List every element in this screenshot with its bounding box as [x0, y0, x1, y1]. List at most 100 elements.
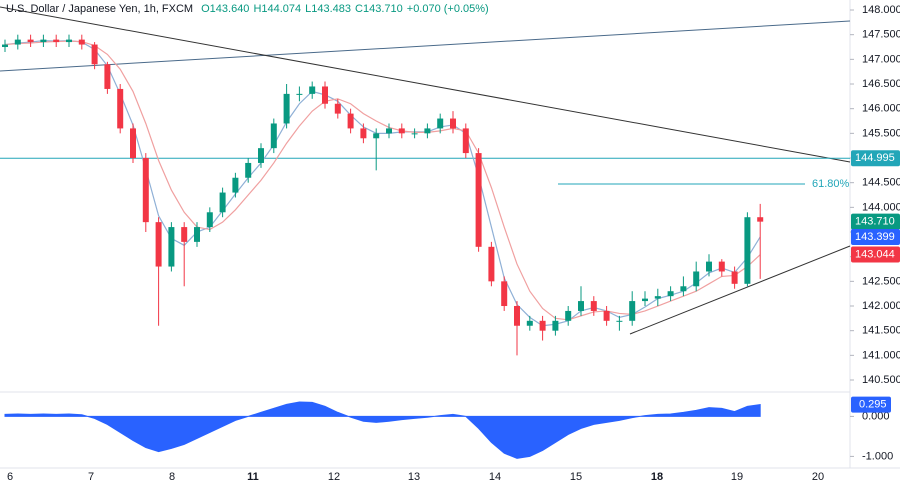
x-tick-label: 13: [408, 471, 420, 483]
candle-body: [552, 320, 559, 331]
candle-body: [718, 261, 725, 272]
candle-body: [565, 310, 572, 321]
candle-body: [526, 320, 533, 326]
y-tick-label: 147.000: [862, 53, 900, 65]
price-label: 143.399: [855, 231, 895, 243]
candle-body: [194, 227, 200, 242]
candle-body: [117, 88, 124, 129]
x-tick-label: 6: [7, 471, 13, 483]
candle-body: [693, 271, 700, 287]
legend-value: L143.483: [305, 3, 351, 15]
candle-body: [744, 217, 751, 284]
price-label: 144.995: [855, 152, 895, 164]
candle-body: [2, 44, 8, 48]
x-tick-label: 7: [88, 471, 94, 483]
candle-body: [488, 246, 495, 282]
y-tick-label: 142.000: [862, 300, 900, 312]
price-label-box: [851, 213, 900, 230]
y-tick-label: 144.500: [862, 177, 900, 189]
y-tick-label: 148.000: [862, 4, 900, 16]
candle-body: [373, 133, 380, 139]
candle-body: [437, 118, 444, 129]
candle-body: [757, 217, 764, 222]
candle-body: [462, 128, 469, 154]
candle-body: [40, 39, 47, 43]
candle-body: [386, 128, 392, 134]
candle-body: [130, 128, 136, 159]
legend-value: +0.070 (+0.05%): [407, 3, 489, 15]
price-label-box: [851, 228, 900, 245]
candle-body: [53, 39, 60, 43]
candle-body: [411, 133, 418, 135]
price-label-box: [851, 396, 891, 413]
candle-body: [283, 93, 290, 124]
candle-body: [232, 177, 239, 193]
candle-body: [398, 128, 405, 134]
x-tick-label: 20: [812, 471, 824, 483]
candle-body: [219, 192, 226, 213]
candle-body: [590, 301, 597, 311]
candle-body: [168, 227, 175, 267]
x-tick-label: 8: [169, 471, 175, 483]
candle-body: [629, 301, 636, 321]
candle-body: [654, 296, 661, 299]
candle-body: [501, 281, 508, 307]
y-tick-label: 146.500: [862, 78, 900, 90]
candle-body: [155, 222, 162, 267]
candle-body: [539, 320, 546, 331]
candle-body: [66, 39, 72, 43]
x-tick-label: 15: [570, 471, 582, 483]
x-tick-label: 18: [651, 471, 663, 483]
x-tick-label: 11: [247, 471, 259, 483]
y-tick-label: 145.500: [862, 127, 900, 139]
trendline: [629, 245, 851, 335]
trendline: [0, 6, 851, 163]
candle-body: [642, 298, 648, 302]
candle-body: [680, 286, 687, 292]
candle-body: [706, 261, 712, 272]
candle-body: [514, 306, 520, 326]
candle-body: [206, 212, 213, 228]
legend-value: H144.074: [253, 3, 301, 15]
candle-body: [450, 118, 456, 129]
trendline: [0, 20, 851, 72]
price-label: 143.710: [855, 216, 895, 228]
x-tick-label: 14: [489, 471, 501, 483]
candle-body: [667, 291, 674, 297]
x-tick-label: 12: [328, 471, 340, 483]
price-label-box: [851, 150, 900, 167]
legend-value: C143.710: [355, 3, 403, 15]
symbol-title: U.S. Dollar / Japanese Yen, 1h, FXCM: [6, 3, 193, 15]
candle-body: [347, 113, 354, 129]
y-tick-label: 141.500: [862, 325, 900, 337]
x-tick-label: 19: [731, 471, 743, 483]
price-label: 143.044: [855, 248, 895, 260]
candle-body: [27, 39, 34, 43]
candle-body: [616, 320, 623, 322]
y-tick-label: 141.000: [862, 349, 900, 361]
candle-body: [245, 162, 252, 178]
y-tick-label: 0.000: [862, 410, 890, 422]
candle-body: [424, 128, 431, 134]
oscillator-area: [4, 401, 761, 459]
candle-body: [475, 153, 482, 247]
candle-body: [14, 39, 21, 45]
candle-body: [360, 128, 367, 139]
candle-body: [104, 64, 111, 89]
legend-value: O143.640: [201, 3, 249, 15]
candle-body: [78, 39, 85, 45]
candle-body: [603, 310, 610, 321]
y-tick-label: 144.000: [862, 201, 900, 213]
candle-body: [334, 103, 341, 114]
candle-body: [309, 86, 316, 94]
y-tick-label: 146.000: [862, 103, 900, 115]
candle-body: [322, 86, 328, 104]
price-label: 0.295: [859, 399, 887, 411]
candle-body: [258, 148, 264, 163]
price-label-box: [851, 246, 900, 263]
candle-body: [91, 44, 98, 65]
candle-body: [270, 123, 277, 149]
y-tick-label: 147.500: [862, 29, 900, 41]
